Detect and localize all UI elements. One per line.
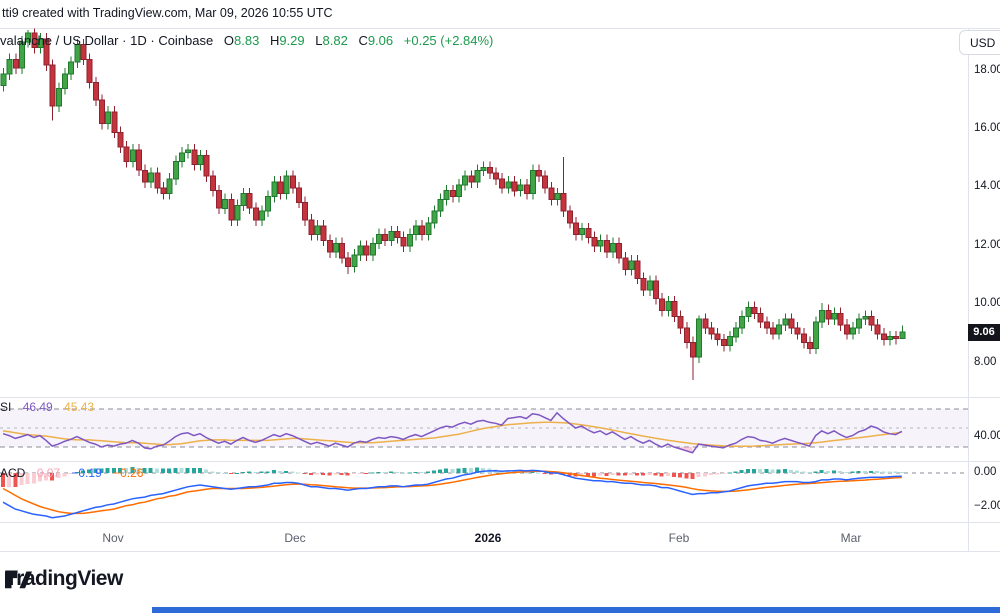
chart-bottom-border bbox=[0, 551, 1000, 552]
macd-pane[interactable] bbox=[0, 462, 968, 522]
rsi-indicator-label[interactable]: SI bbox=[0, 400, 12, 414]
candles-layer bbox=[0, 28, 906, 380]
ohlc-close-value: 9.06 bbox=[367, 33, 394, 48]
exchange-label[interactable]: Coinbase bbox=[158, 33, 214, 48]
ohlc-open-key: O bbox=[223, 33, 234, 48]
currency-unit-button[interactable]: USD bbox=[959, 30, 1000, 55]
price-rsi-separator[interactable] bbox=[0, 397, 1000, 398]
rsi-macd-separator[interactable] bbox=[0, 461, 1000, 462]
time-axis-label-nov: Nov bbox=[102, 531, 124, 545]
macd-indicator-label[interactable]: ACD bbox=[0, 466, 26, 480]
last-price-badge: 9.06 bbox=[968, 324, 1000, 341]
symbol-name[interactable]: valanche / US Dollar bbox=[0, 33, 119, 48]
time-axis-label-mar: Mar bbox=[840, 531, 862, 545]
ohlc-high-value: 9.29 bbox=[279, 33, 305, 48]
price-tick-18: 18.00 bbox=[974, 64, 1000, 76]
bottom-blue-bar bbox=[152, 607, 1000, 613]
price-tick-16: 16.00 bbox=[974, 122, 1000, 134]
rsi-axis-tick-40: 40.00 bbox=[974, 430, 1000, 442]
rsi-value: 46.49 bbox=[22, 400, 53, 414]
macd-value: −0.19 bbox=[71, 466, 102, 480]
macd-axis-tick-neg2: −2.00 bbox=[974, 500, 1000, 512]
rsi-ma-line bbox=[2, 421, 902, 448]
macd-timeaxis-separator bbox=[0, 522, 1000, 523]
rsi-legend[interactable]: SI 46.49 45.43 bbox=[0, 400, 94, 414]
macd-axis-tick-0: 0.00 bbox=[974, 466, 997, 478]
macd-hist-value: 0.07 bbox=[36, 466, 61, 480]
chart-top-border bbox=[0, 28, 1000, 29]
time-axis-label-dec: Dec bbox=[284, 531, 306, 545]
tradingview-logo[interactable]: TradingView bbox=[5, 567, 123, 591]
price-tick-8: 8.00 bbox=[974, 356, 997, 368]
tradingview-logo-icon bbox=[5, 571, 32, 589]
macd-histogram bbox=[1, 467, 904, 487]
ohlc-close-key: C bbox=[358, 33, 368, 48]
macd-line bbox=[2, 469, 902, 519]
symbol-legend[interactable]: valanche / US Dollar · 1D · Coinbase O8.… bbox=[0, 33, 493, 48]
price-axis-border bbox=[968, 28, 969, 551]
rsi-pane[interactable] bbox=[0, 398, 968, 461]
attribution-text: tti9 created with TradingView.com, Mar 0… bbox=[2, 6, 333, 20]
ohlc-low-key: L bbox=[315, 33, 323, 48]
price-pane[interactable] bbox=[0, 28, 968, 397]
legend-separator: · bbox=[150, 33, 155, 48]
time-axis-label-2026: 2026 bbox=[474, 531, 502, 545]
ohlc-low-value: 8.82 bbox=[322, 33, 348, 48]
macd-signal-value: −0.26 bbox=[113, 466, 144, 480]
price-tick-10: 10.00 bbox=[974, 297, 1000, 309]
rsi-line bbox=[2, 411, 903, 454]
ohlc-high-key: H bbox=[269, 33, 280, 48]
price-tick-14: 14.00 bbox=[974, 180, 1000, 192]
tradingview-logo-text: TradingView bbox=[5, 567, 123, 590]
interval-label[interactable]: 1D bbox=[130, 33, 147, 48]
rsi-ma-value: 45.43 bbox=[64, 400, 95, 414]
ohlc-open-value: 8.83 bbox=[234, 33, 260, 48]
time-axis-label-feb: Feb bbox=[668, 531, 690, 545]
macd-signal-line bbox=[2, 470, 902, 515]
change-value: +0.25 (+2.84%) bbox=[403, 33, 494, 48]
macd-legend[interactable]: ACD 0.07 −0.19 −0.26 bbox=[0, 466, 143, 480]
price-tick-12: 12.00 bbox=[974, 239, 1000, 251]
legend-separator: · bbox=[122, 33, 127, 48]
